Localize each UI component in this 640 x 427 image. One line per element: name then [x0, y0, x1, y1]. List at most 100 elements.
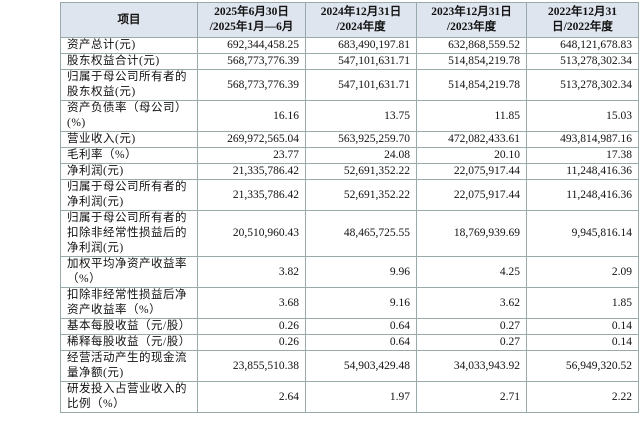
table-row: 资产总计(元) 692,344,458.25 683,490,197.81 632,8…	[60, 37, 639, 54]
value-cell: 513,278,302.34	[526, 69, 639, 101]
header-line: /2023年度	[446, 21, 497, 33]
value-cell: 48,465,725.55	[305, 210, 417, 257]
value-cell: 52,691,352.22	[305, 179, 417, 211]
row-label: 研发投入占营业收入的比例（%）	[60, 381, 198, 413]
value-cell: 3.68	[197, 287, 306, 319]
value-cell: 692,344,458.25	[197, 37, 306, 54]
table-row: 资产负债率（母公司）(%) 16.16 13.75 11.85 15.03	[60, 100, 639, 132]
value-cell: 9,945,816.14	[526, 210, 639, 257]
value-cell: 22,075,917.44	[416, 179, 527, 211]
header-cell: 项目	[60, 2, 198, 38]
row-label: 资产负债率（母公司）(%)	[60, 100, 198, 132]
value-cell: 632,868,559.52	[416, 37, 527, 54]
row-label: 股东权益合计(元)	[60, 53, 198, 70]
header-line: 项目	[117, 13, 141, 26]
value-cell: 13.75	[305, 100, 417, 132]
value-cell: 568,773,776.39	[197, 69, 306, 101]
value-cell: 0.27	[416, 318, 527, 335]
value-cell: 11,248,416.36	[526, 163, 639, 180]
value-cell: 648,121,678.83	[526, 37, 639, 54]
row-label: 经营活动产生的现金流量净额(元)	[60, 350, 198, 382]
value-cell: 493,814,987.16	[526, 131, 639, 148]
header-cell: 2023年12月31日/2023年度	[416, 2, 527, 38]
value-cell: 34,033,943.92	[416, 350, 527, 382]
table-row: 扣除非经常性损益后净资产收益率（%） 3.68 9.16 3.62 1.85	[60, 287, 639, 319]
value-cell: 0.26	[197, 318, 306, 335]
value-cell: 21,335,786.42	[197, 179, 306, 211]
table-row: 加权平均净资产收益率（%） 3.82 9.96 4.25 2.09	[60, 256, 639, 288]
header-line: 日/2022年度	[552, 21, 613, 33]
value-cell: 0.14	[526, 318, 639, 335]
table-row: 稀释每股收益（元/股） 0.26 0.64 0.27 0.14	[60, 334, 639, 351]
value-cell: 11,248,416.36	[526, 179, 639, 211]
value-cell: 0.64	[305, 318, 417, 335]
row-label: 归属于母公司所有者的股东权益(元)	[60, 69, 198, 101]
value-cell: 0.26	[197, 334, 306, 351]
value-cell: 3.82	[197, 256, 306, 288]
value-cell: 0.27	[416, 334, 527, 351]
table-row: 股东权益合计(元) 568,773,776.39 547,101,631.71 514…	[60, 53, 639, 70]
table-row: 研发投入占营业收入的比例（%） 2.64 1.97 2.71 2.22	[60, 381, 639, 413]
value-cell: 52,691,352.22	[305, 163, 417, 180]
value-cell: 18,769,939.69	[416, 210, 527, 257]
value-cell: 15.03	[526, 100, 639, 132]
value-cell: 3.62	[416, 287, 527, 319]
value-cell: 1.85	[526, 287, 639, 319]
header-line: 2023年12月31日	[431, 6, 512, 18]
value-cell: 547,101,631.71	[305, 69, 417, 101]
value-cell: 2.71	[416, 381, 527, 413]
header-cell: 2022年12月31 日/2022年度	[526, 2, 639, 38]
value-cell: 20.10	[416, 147, 527, 164]
table-row: 归属于母公司所有者的扣除非经常性损益后的净利润(元) 20,510,960.43 4…	[60, 210, 639, 257]
table-row: 净利润(元) 21,335,786.42 52,691,352.22 22,075,9…	[60, 163, 639, 180]
value-cell: 568,773,776.39	[197, 53, 306, 70]
value-cell: 22,075,917.44	[416, 163, 527, 180]
header-line: 2022年12月31	[548, 6, 617, 18]
value-cell: 513,278,302.34	[526, 53, 639, 70]
row-label: 营业收入(元)	[60, 131, 198, 148]
value-cell: 4.25	[416, 256, 527, 288]
value-cell: 16.16	[197, 100, 306, 132]
value-cell: 514,854,219.78	[416, 53, 527, 70]
header-line: /2025年1月—6月	[209, 21, 294, 33]
value-cell: 2.64	[197, 381, 306, 413]
value-cell: 56,949,320.52	[526, 350, 639, 382]
value-cell: 0.14	[526, 334, 639, 351]
value-cell: 54,903,429.48	[305, 350, 417, 382]
row-label: 归属于母公司所有者的净利润(元)	[60, 179, 198, 211]
header-row: 项目 2025年6月30日/2025年1月—6月 2024年12月31日/2024年…	[60, 2, 639, 38]
value-cell: 563,925,259.70	[305, 131, 417, 148]
financial-table: 项目 2025年6月30日/2025年1月—6月 2024年12月31日/2024年…	[60, 2, 639, 413]
value-cell: 683,490,197.81	[305, 37, 417, 54]
table-row: 毛利率（%） 23.77 24.08 20.10 17.38	[60, 147, 639, 164]
value-cell: 17.38	[526, 147, 639, 164]
value-cell: 0.64	[305, 334, 417, 351]
value-cell: 1.97	[305, 381, 417, 413]
table-row: 归属于母公司所有者的股东权益(元) 568,773,776.39 547,101,6…	[60, 69, 639, 101]
header-cell: 2024年12月31日/2024年度	[305, 2, 417, 38]
row-label: 稀释每股收益（元/股）	[60, 334, 198, 351]
value-cell: 9.16	[305, 287, 417, 319]
header-line: 2024年12月31日	[320, 6, 402, 18]
row-label: 毛利率（%）	[60, 147, 198, 164]
value-cell: 11.85	[416, 100, 527, 132]
value-cell: 20,510,960.43	[197, 210, 306, 257]
row-label: 扣除非经常性损益后净资产收益率（%）	[60, 287, 198, 319]
row-label: 加权平均净资产收益率（%）	[60, 256, 198, 288]
value-cell: 269,972,565.04	[197, 131, 306, 148]
header-line: /2024年度	[336, 21, 386, 33]
table-row: 归属于母公司所有者的净利润(元) 21,335,786.42 52,691,352.…	[60, 179, 639, 211]
row-label: 基本每股收益（元/股）	[60, 318, 198, 335]
value-cell: 21,335,786.42	[197, 163, 306, 180]
value-cell: 9.96	[305, 256, 417, 288]
table-row: 营业收入(元) 269,972,565.04 563,925,259.70 472,0…	[60, 131, 639, 148]
table-row: 基本每股收益（元/股） 0.26 0.64 0.27 0.14	[60, 318, 639, 335]
table-row: 经营活动产生的现金流量净额(元) 23,855,510.38 54,903,429.…	[60, 350, 639, 382]
value-cell: 2.09	[526, 256, 639, 288]
value-cell: 24.08	[305, 147, 417, 164]
value-cell: 23,855,510.38	[197, 350, 306, 382]
row-label: 净利润(元)	[60, 163, 198, 180]
header-cell: 2025年6月30日/2025年1月—6月	[197, 2, 306, 38]
row-label: 归属于母公司所有者的扣除非经常性损益后的净利润(元)	[60, 210, 198, 257]
